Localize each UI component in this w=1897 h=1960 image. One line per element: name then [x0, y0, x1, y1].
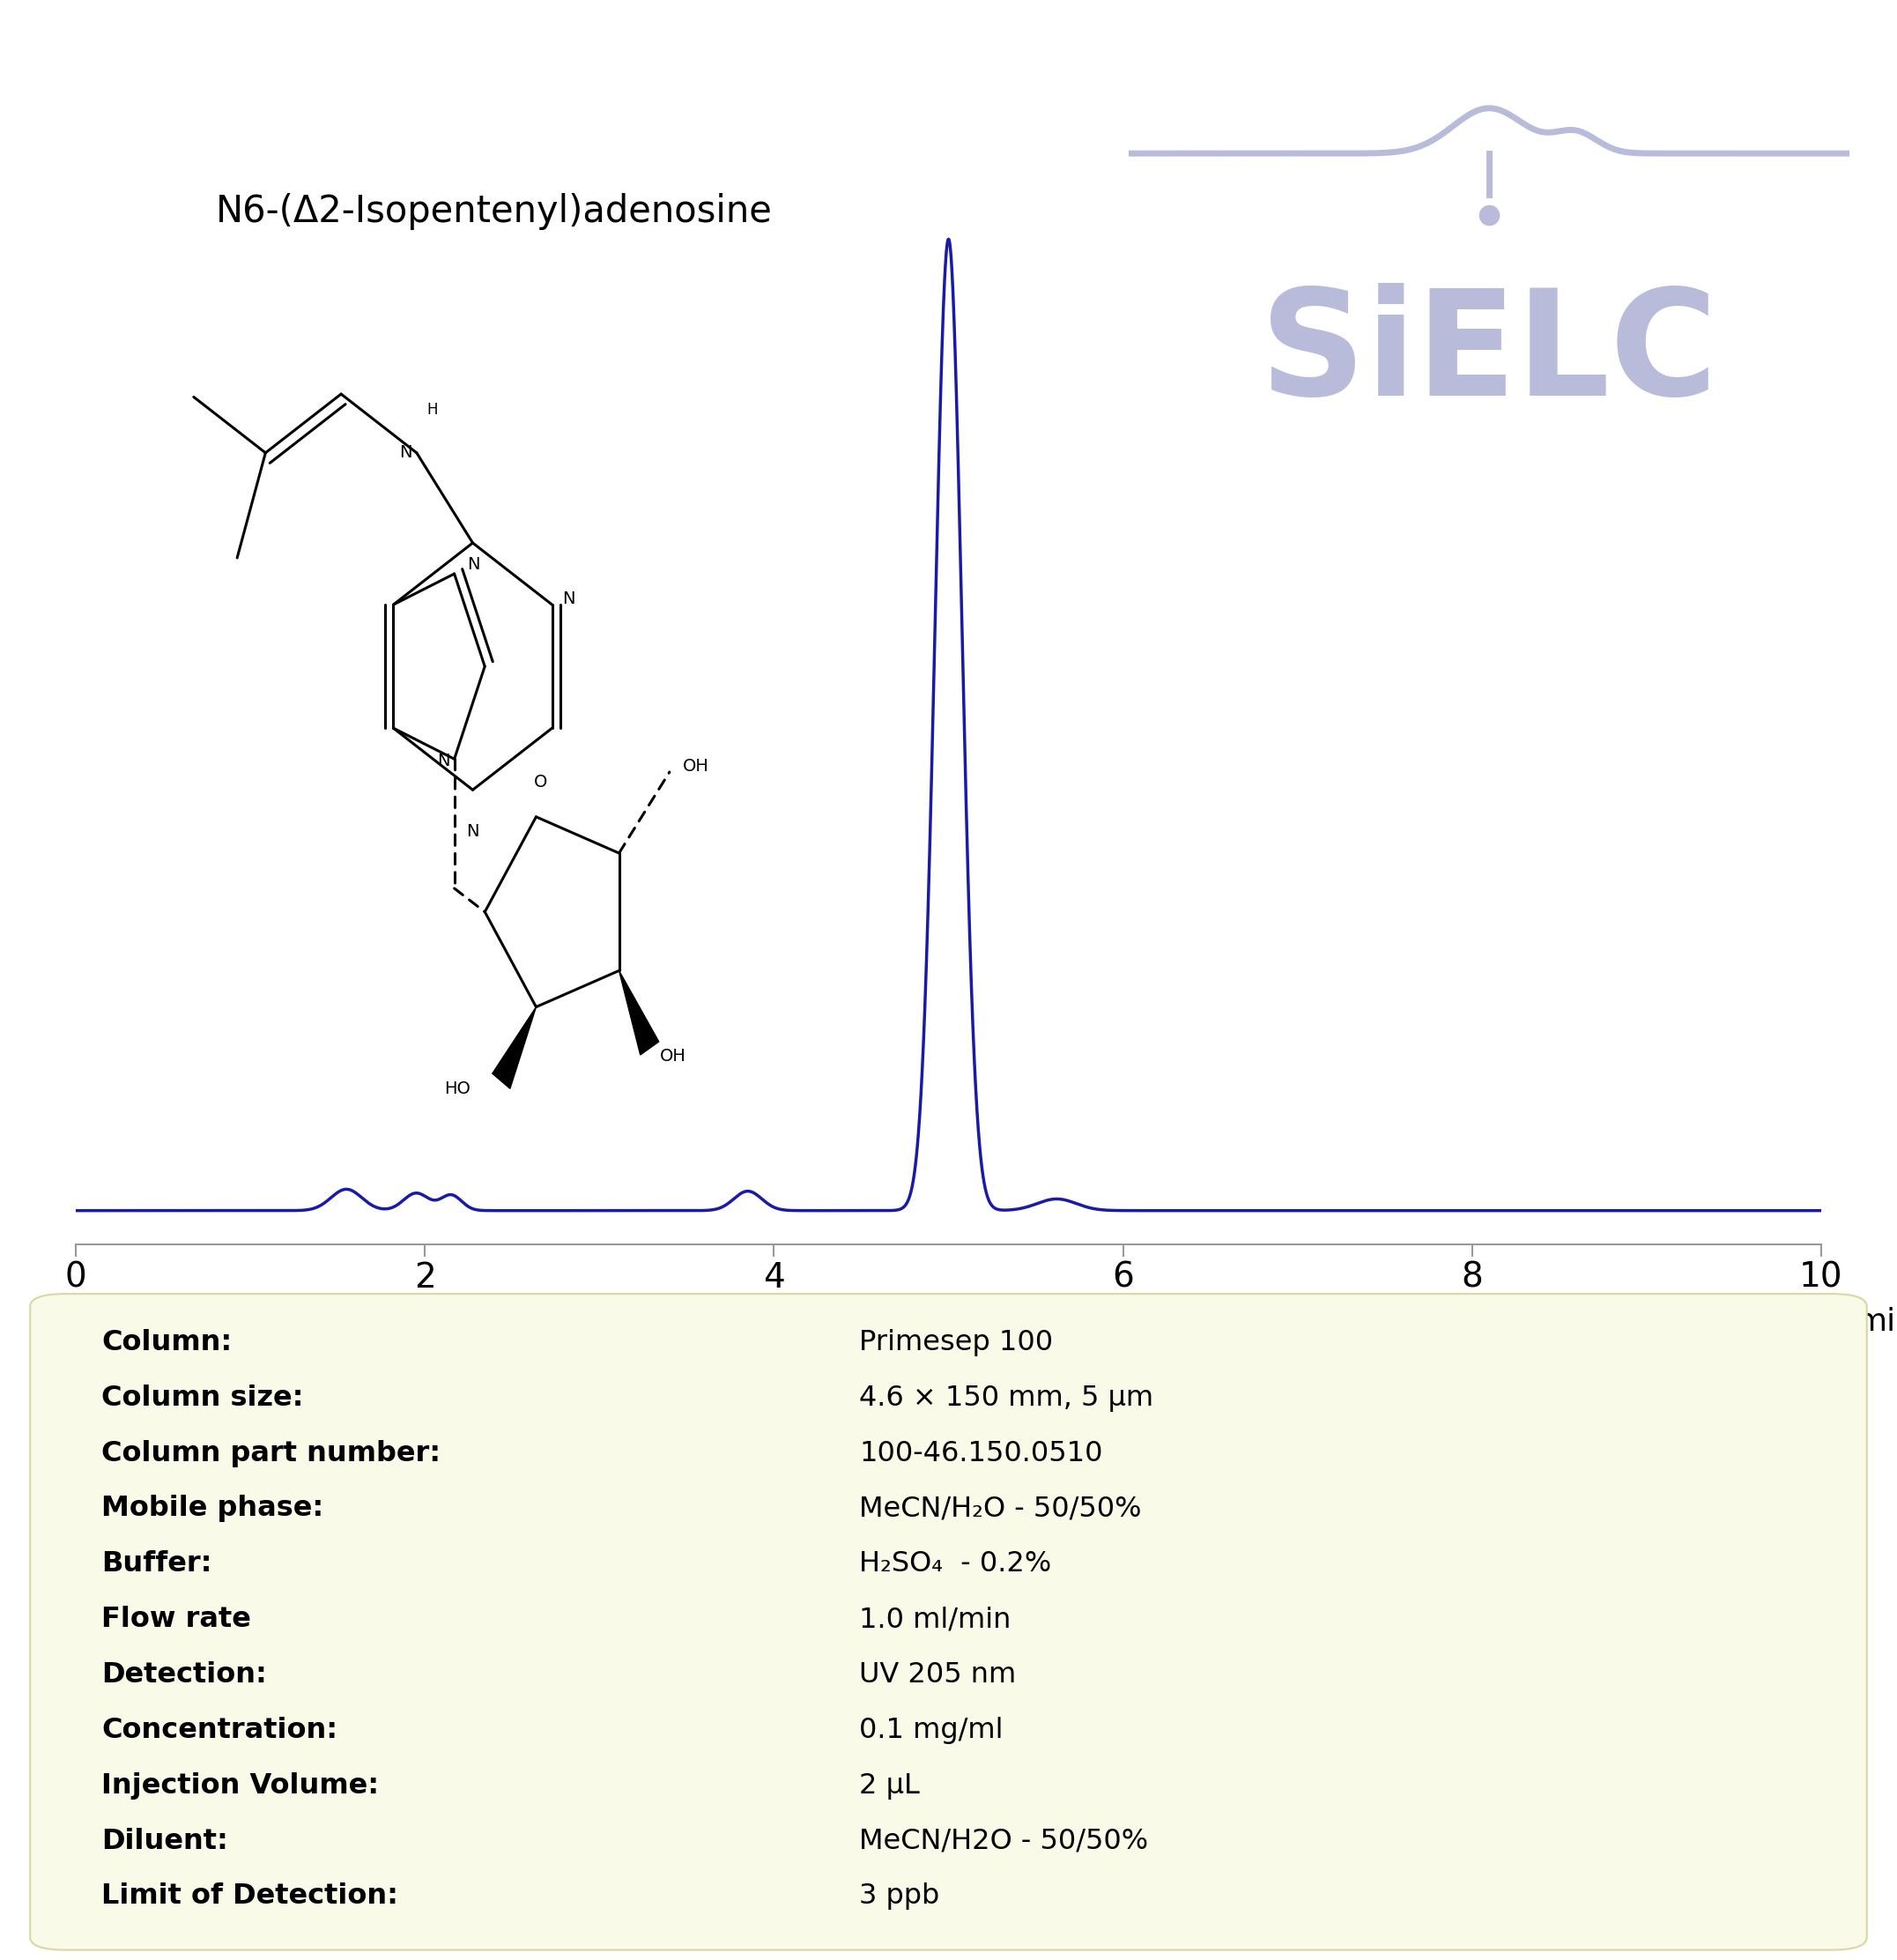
Text: MeCN/H2O - 50/50%: MeCN/H2O - 50/50% [859, 1827, 1148, 1854]
Text: SiELC: SiELC [1260, 284, 1719, 427]
Text: MeCN/H₂O - 50/50%: MeCN/H₂O - 50/50% [859, 1495, 1142, 1523]
Text: N: N [467, 557, 480, 572]
Text: Column:: Column: [102, 1329, 231, 1356]
Text: Flow rate: Flow rate [102, 1605, 250, 1633]
Text: N: N [400, 445, 412, 461]
Text: Injection Volume:: Injection Volume: [102, 1772, 379, 1799]
Text: N: N [563, 590, 575, 608]
Text: 2 μL: 2 μL [859, 1772, 920, 1799]
Text: O: O [533, 774, 546, 792]
Text: Detection:: Detection: [102, 1662, 267, 1690]
Text: N: N [467, 823, 480, 839]
Polygon shape [618, 970, 658, 1054]
Text: OH: OH [683, 759, 709, 774]
Text: OH: OH [660, 1049, 687, 1064]
Text: Primesep 100: Primesep 100 [859, 1329, 1053, 1356]
Text: Concentration:: Concentration: [102, 1717, 338, 1744]
Text: 100-46.150.0510: 100-46.150.0510 [859, 1441, 1102, 1466]
Text: 1.0 ml/min: 1.0 ml/min [859, 1605, 1011, 1633]
Text: UV 205 nm: UV 205 nm [859, 1662, 1017, 1690]
Text: Buffer:: Buffer: [102, 1550, 212, 1578]
Text: N: N [436, 753, 450, 770]
Text: 3 ppb: 3 ppb [859, 1884, 939, 1911]
Text: Column part number:: Column part number: [102, 1441, 440, 1466]
FancyBboxPatch shape [30, 1294, 1867, 1950]
Text: Limit of Detection:: Limit of Detection: [102, 1884, 398, 1911]
Text: Mobile phase:: Mobile phase: [102, 1495, 324, 1523]
Text: Column size:: Column size: [102, 1384, 304, 1411]
Text: Diluent:: Diluent: [102, 1827, 228, 1854]
Text: min: min [1855, 1307, 1897, 1337]
Text: HO: HO [444, 1080, 470, 1098]
Text: N6-(Δ2-Isopentenyl)adenosine: N6-(Δ2-Isopentenyl)adenosine [216, 192, 772, 229]
Text: 0.1 mg/ml: 0.1 mg/ml [859, 1717, 1004, 1744]
Text: H: H [427, 402, 438, 417]
Text: H₂SO₄  - 0.2%: H₂SO₄ - 0.2% [859, 1550, 1051, 1578]
Polygon shape [493, 1007, 537, 1088]
Text: 4.6 × 150 mm, 5 μm: 4.6 × 150 mm, 5 μm [859, 1384, 1153, 1411]
